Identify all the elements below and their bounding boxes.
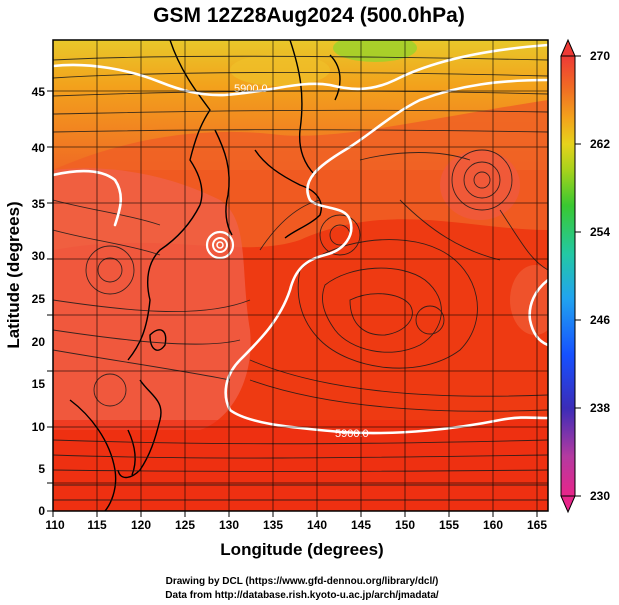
y-tick-label: 20 (32, 335, 46, 349)
y-tick-label: 30 (32, 249, 46, 263)
contour-northwest (53, 169, 123, 227)
grid (53, 40, 548, 511)
colorbar-tick-label: 270 (590, 49, 610, 63)
y-tick-label: 35 (32, 197, 46, 211)
colorbar-tick-label: 238 (590, 401, 610, 415)
contour-north (53, 43, 548, 97)
temperature-field (53, 40, 548, 511)
x-tick-label: 120 (131, 518, 151, 532)
x-tick-labels: 110 115 120 125 130 135 140 145 150 155 … (45, 518, 547, 532)
contour-main (224, 78, 548, 435)
colorbar-tick-labels: 270 262 254 246 238 230 (590, 49, 610, 503)
x-tick-label: 165 (527, 518, 547, 532)
x-tick-label: 115 (87, 518, 107, 532)
contour-label-north: 5900.0 (234, 83, 268, 95)
typhoon-center-marker (205, 230, 235, 260)
y-tick-label: 45 (32, 85, 46, 99)
colorbar-tick-label: 230 (590, 489, 610, 503)
y-tick-label: 5 (38, 462, 45, 476)
colorbar-tick-label: 254 (590, 225, 610, 239)
contour-east (528, 278, 548, 347)
credit-drawing: Drawing by DCL (https://www.gfd-dennou.o… (166, 576, 439, 587)
y-tick-label: 10 (32, 420, 46, 434)
y-tick-label: 15 (32, 377, 46, 391)
x-tick-label: 135 (263, 518, 283, 532)
credit-data: Data from http://database.rish.kyoto-u.a… (165, 590, 439, 601)
x-tick-label: 140 (307, 518, 327, 532)
x-tick-label: 160 (483, 518, 503, 532)
x-tick-label: 150 (395, 518, 415, 532)
map-title: GSM 12Z28Aug2024 (500.0hPa) (153, 4, 465, 27)
x-axis-title: Longitude (degrees) (220, 540, 383, 559)
colorbar-tick-label: 262 (590, 137, 610, 151)
y-axis (47, 90, 53, 512)
x-tick-label: 145 (351, 518, 371, 532)
y-tick-label: 40 (32, 141, 46, 155)
contour-label-south: 5900.0 (335, 428, 369, 440)
x-tick-label: 155 (439, 518, 459, 532)
y-axis-title: Latitude (degrees) (4, 201, 23, 348)
colorbar-tick-label: 246 (590, 313, 610, 327)
y-tick-label: 0 (38, 504, 45, 518)
plot-frame (52, 39, 549, 512)
geopotential-contours (53, 43, 548, 435)
x-axis (52, 511, 538, 517)
y-tick-label: 25 (32, 292, 46, 306)
x-tick-label: 110 (45, 518, 65, 532)
x-tick-label: 130 (219, 518, 239, 532)
x-tick-label: 125 (175, 518, 195, 532)
colorbar (560, 38, 581, 514)
y-tick-labels: 0 5 10 15 20 25 30 35 40 45 (32, 85, 46, 518)
